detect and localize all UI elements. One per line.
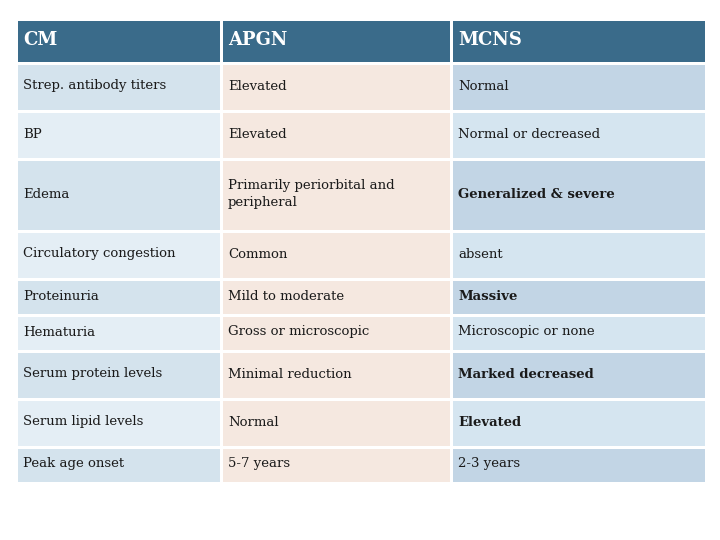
Bar (453, 161, 705, 230)
Text: absent: absent (458, 247, 503, 260)
Bar (223, 449, 450, 482)
Text: Hematuria: Hematuria (23, 326, 95, 339)
Text: APGN: APGN (228, 31, 287, 49)
Text: Serum protein levels: Serum protein levels (23, 368, 162, 381)
Bar (223, 353, 450, 398)
Bar (453, 317, 705, 350)
Text: Elevated: Elevated (228, 79, 287, 92)
Text: Normal: Normal (228, 415, 279, 429)
Text: Strep. antibody titers: Strep. antibody titers (23, 79, 166, 92)
Text: Generalized & severe: Generalized & severe (458, 187, 615, 200)
Bar (18, 317, 220, 350)
Bar (18, 281, 220, 314)
Text: 5-7 years: 5-7 years (228, 457, 290, 470)
Bar (453, 449, 705, 482)
Bar (18, 401, 220, 446)
Bar (223, 21, 450, 62)
Text: Edema: Edema (23, 187, 69, 200)
Bar (223, 161, 450, 230)
Bar (453, 353, 705, 398)
Text: Primarily periorbital and
peripheral: Primarily periorbital and peripheral (228, 179, 395, 209)
Bar (18, 233, 220, 278)
Text: Proteinuria: Proteinuria (23, 289, 99, 302)
Bar (223, 233, 450, 278)
Bar (223, 401, 450, 446)
Bar (18, 113, 220, 158)
Text: Microscopic or none: Microscopic or none (458, 326, 595, 339)
Text: 2-3 years: 2-3 years (458, 457, 520, 470)
Text: Elevated: Elevated (228, 127, 287, 140)
Text: CM: CM (23, 31, 58, 49)
Bar (453, 401, 705, 446)
Text: Massive: Massive (458, 289, 518, 302)
Bar (223, 65, 450, 110)
Bar (223, 113, 450, 158)
Text: Normal: Normal (458, 79, 508, 92)
Bar (453, 65, 705, 110)
Text: Common: Common (228, 247, 287, 260)
Bar (18, 21, 220, 62)
Text: Normal or decreased: Normal or decreased (458, 127, 600, 140)
Text: Circulatory congestion: Circulatory congestion (23, 247, 176, 260)
Bar (453, 281, 705, 314)
Bar (223, 317, 450, 350)
Text: Serum lipid levels: Serum lipid levels (23, 415, 143, 429)
Text: Marked decreased: Marked decreased (458, 368, 594, 381)
Text: Elevated: Elevated (458, 415, 521, 429)
Bar (223, 281, 450, 314)
Bar (18, 65, 220, 110)
Bar (453, 233, 705, 278)
Text: Gross or microscopic: Gross or microscopic (228, 326, 369, 339)
Bar (18, 353, 220, 398)
Text: Mild to moderate: Mild to moderate (228, 289, 344, 302)
Bar (18, 449, 220, 482)
Text: Minimal reduction: Minimal reduction (228, 368, 351, 381)
Bar (18, 161, 220, 230)
Bar (453, 113, 705, 158)
Text: Peak age onset: Peak age onset (23, 457, 124, 470)
Text: BP: BP (23, 127, 42, 140)
Text: MCNS: MCNS (458, 31, 522, 49)
Bar (453, 21, 705, 62)
